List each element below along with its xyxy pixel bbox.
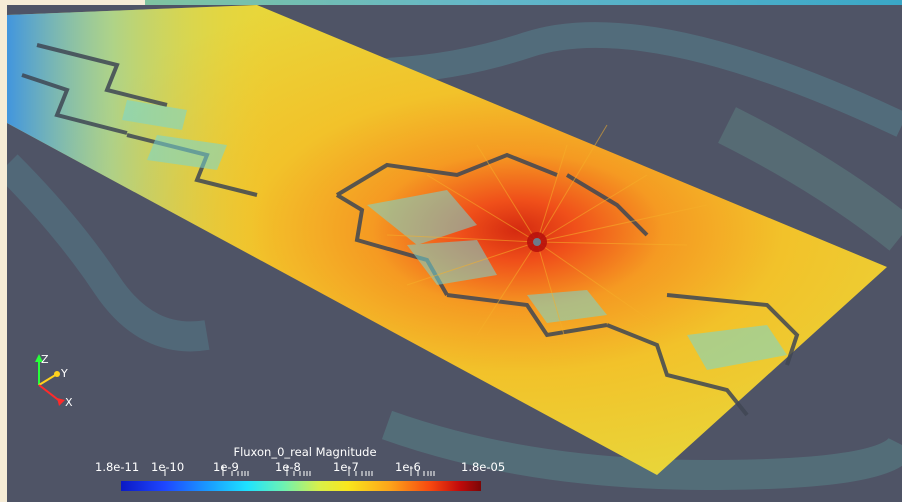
colorbar-tick: 1e-8 [275, 460, 301, 474]
top-frame-accent [145, 0, 902, 5]
colorbar-tick: 1e-6 [395, 460, 421, 474]
colorbar-gradient [121, 481, 481, 491]
colorbar-minor-ticks [164, 466, 435, 476]
streamlines-hotspot [386, 124, 708, 346]
render-viewport[interactable]: Z Y X Fluxon_0_real Magnitude 1.8e-11 1e… [7, 5, 902, 502]
colorbar-tick: 1e-10 [151, 460, 185, 474]
colorbar-legend: Fluxon_0_real Magnitude 1.8e-11 1e-10 1e… [95, 443, 515, 493]
colorbar-tick: 1.8e-05 [461, 460, 506, 474]
colorbar-tick: 1.8e-11 [95, 460, 140, 474]
colorbar-tick: 1e-9 [213, 460, 239, 474]
axis-label-z: Z [41, 353, 49, 366]
axes-glyph [35, 354, 65, 406]
orientation-axes: Z Y X [29, 350, 99, 420]
left-frame-border [0, 0, 7, 502]
colorbar-title: Fluxon_0_real Magnitude [233, 445, 377, 459]
colorbar-tick: 1e-7 [333, 460, 359, 474]
axis-label-y: Y [61, 367, 68, 380]
slot-pattern [21, 43, 800, 417]
colorbar-tick-labels: 1.8e-11 1e-10 1e-9 1e-8 1e-7 1e-6 1.8e-0… [95, 460, 515, 474]
field-visualization [7, 5, 902, 491]
axis-label-x: X [65, 396, 73, 409]
pad-regions [122, 100, 787, 370]
